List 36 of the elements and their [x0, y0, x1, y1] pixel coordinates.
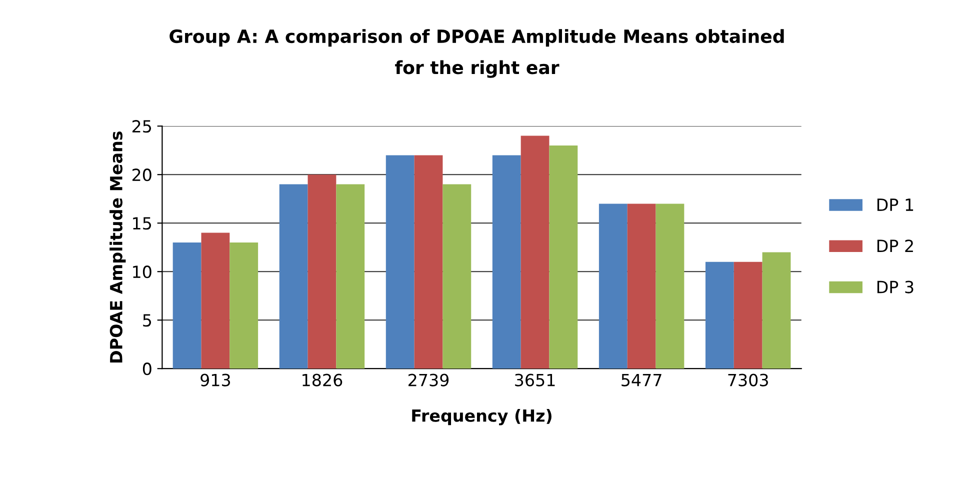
y-tick-label: 0 — [142, 362, 152, 376]
bar — [201, 232, 230, 369]
x-axis-title: Frequency (Hz) — [412, 409, 552, 426]
bar — [336, 184, 365, 369]
x-tick-label: 5477 — [622, 374, 662, 386]
chart-title: Group A: A comparison of DPOAE Amplitude Means obtained for the right ear — [170, 29, 784, 78]
x-tick-label: 3651 — [515, 374, 555, 386]
bar — [549, 146, 578, 369]
bar — [386, 155, 414, 369]
legend-label: DP 1 — [877, 198, 914, 211]
y-tick-label: 10 — [133, 266, 152, 278]
bar — [705, 262, 734, 369]
bar — [598, 204, 628, 369]
x-tick-label: 7303 — [728, 374, 768, 386]
bar — [520, 136, 550, 369]
bar — [172, 242, 202, 369]
bar — [734, 262, 762, 369]
bar — [414, 155, 443, 369]
bar — [762, 252, 791, 369]
bar — [442, 184, 472, 369]
bar — [230, 242, 258, 369]
bar — [492, 155, 521, 369]
x-tick-label: 1826 — [302, 374, 342, 386]
bar — [656, 204, 684, 369]
y-tick-label: 20 — [132, 168, 152, 182]
legend-label: DP 2 — [877, 240, 913, 252]
legend-label: DP 3 — [877, 280, 914, 294]
x-tick-label: 2739 — [408, 374, 449, 386]
x-tick-label: 913 — [200, 374, 230, 386]
bar — [308, 174, 336, 369]
y-tick-label: 15 — [133, 217, 151, 230]
bar — [627, 204, 656, 369]
bar — [279, 184, 308, 369]
y-axis-title: DPOAE Amplitude Means — [110, 132, 126, 362]
y-tick-label: 25 — [132, 120, 151, 133]
y-tick-label: 5 — [143, 314, 151, 327]
